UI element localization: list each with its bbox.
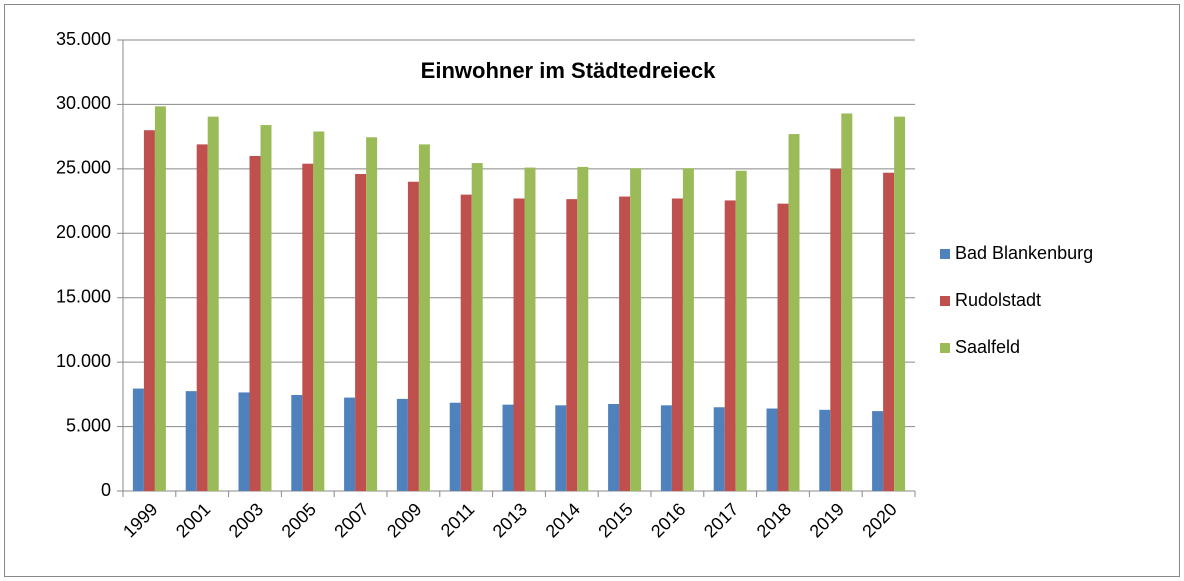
legend-label: Rudolstadt <box>955 290 1041 310</box>
bar <box>524 167 536 491</box>
chart-title: Einwohner im Städtedreieck <box>421 58 716 83</box>
bar <box>313 131 325 491</box>
y-tick-label: 20.000 <box>56 222 111 242</box>
y-tick-label: 25.000 <box>56 158 111 178</box>
bar <box>566 199 578 492</box>
legend-swatch <box>940 296 950 306</box>
y-tick-label: 0 <box>101 480 111 500</box>
bar <box>894 116 906 492</box>
legend-swatch <box>940 249 950 259</box>
bar <box>513 198 525 491</box>
bar <box>207 116 219 492</box>
legend-label: Saalfeld <box>955 337 1020 357</box>
bar <box>735 170 747 492</box>
bar <box>502 404 514 491</box>
bar <box>788 134 800 491</box>
bar <box>830 168 842 491</box>
bar <box>418 144 430 492</box>
bar <box>682 168 694 491</box>
bar <box>143 130 155 491</box>
bar <box>185 391 197 491</box>
y-tick-label: 10.000 <box>56 351 111 371</box>
y-tick-label: 35.000 <box>56 29 111 49</box>
bar <box>355 174 367 492</box>
bar <box>872 411 884 491</box>
bar <box>238 392 250 491</box>
bar <box>344 397 356 491</box>
bar <box>449 402 461 491</box>
bar <box>608 404 620 491</box>
bar <box>724 200 736 492</box>
legend-swatch <box>940 343 950 353</box>
bar <box>260 125 272 491</box>
bar <box>555 405 567 491</box>
bar <box>154 106 166 492</box>
bar <box>766 408 778 491</box>
y-tick-label: 15.000 <box>56 286 111 306</box>
bar <box>671 198 683 491</box>
bar <box>366 137 378 491</box>
bar <box>619 196 631 491</box>
bar <box>630 168 642 491</box>
y-tick-label: 5.000 <box>66 415 111 435</box>
bar <box>249 155 261 491</box>
bar <box>196 144 208 492</box>
bar <box>396 398 408 491</box>
bar <box>841 113 853 491</box>
bar <box>577 166 589 491</box>
bar <box>471 163 483 491</box>
bar <box>713 407 725 491</box>
bar <box>132 388 144 491</box>
bar <box>460 194 472 491</box>
bar <box>302 163 314 491</box>
bar <box>291 395 303 491</box>
bar <box>819 409 831 491</box>
legend-label: Bad Blankenburg <box>955 243 1093 263</box>
bar <box>660 405 672 491</box>
bar <box>883 172 895 492</box>
bar <box>777 203 789 492</box>
bar <box>407 181 419 491</box>
y-tick-label: 30.000 <box>56 93 111 113</box>
